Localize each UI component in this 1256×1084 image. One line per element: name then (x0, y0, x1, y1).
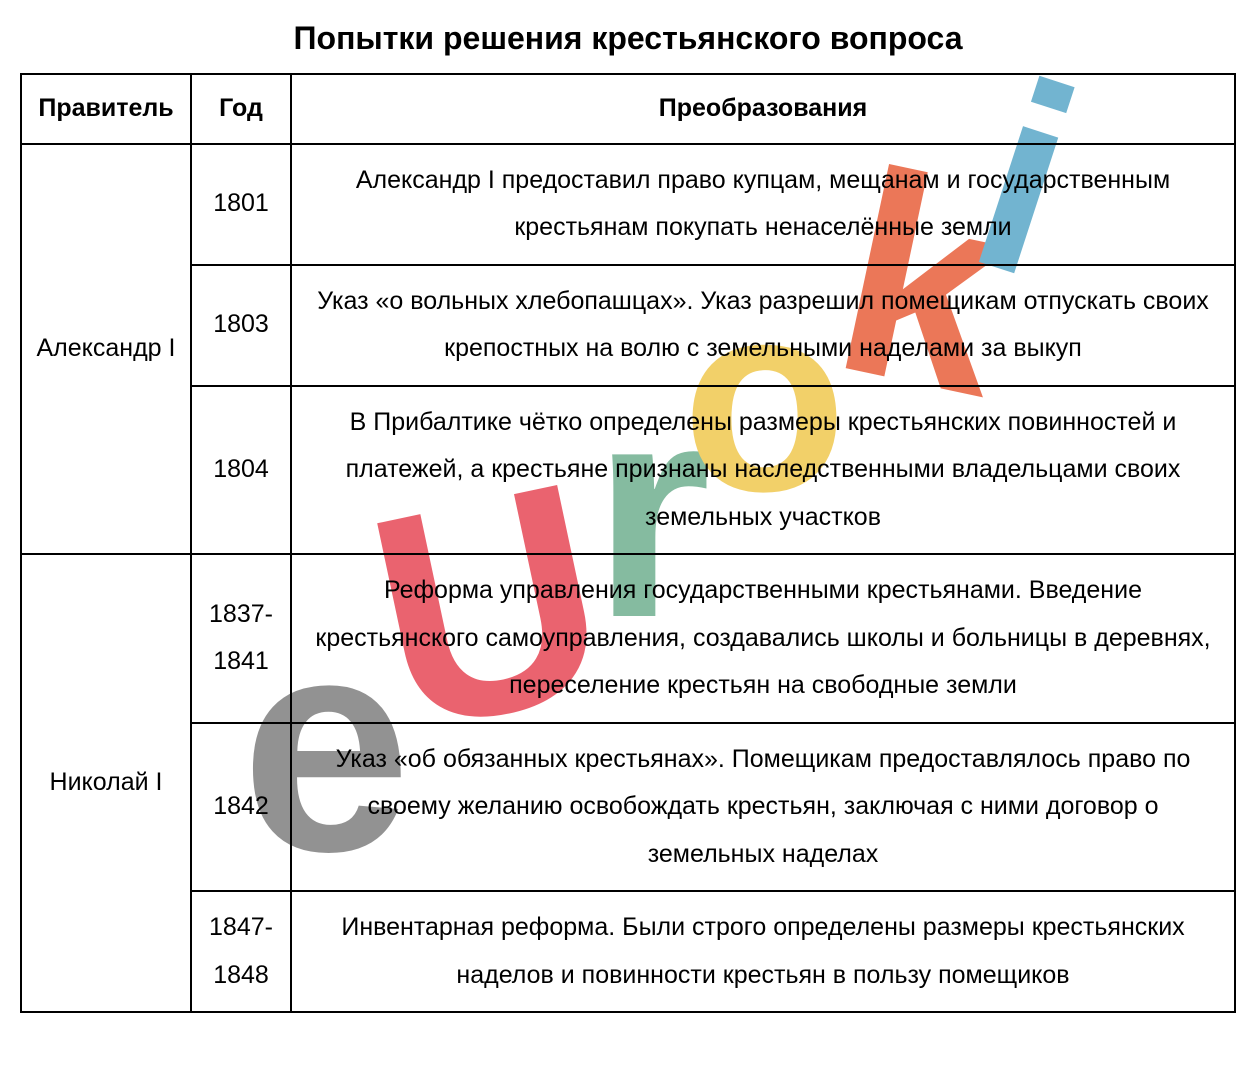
year-cell: 1801 (191, 144, 291, 265)
table-body: Александр I1801Александр I предоставил п… (21, 144, 1235, 1013)
year-cell: 1804 (191, 386, 291, 555)
reform-cell: Инвентарная реформа. Были строго определ… (291, 891, 1235, 1012)
table-row: 1803Указ «о вольных хлебопашцах». Указ р… (21, 265, 1235, 386)
year-cell: 1837-1841 (191, 554, 291, 723)
col-header-ruler: Правитель (21, 74, 191, 144)
page-title: Попытки решения крестьянского вопроса (20, 20, 1236, 57)
col-header-reform: Преобразования (291, 74, 1235, 144)
reforms-table: Правитель Год Преобразования Александр I… (20, 73, 1236, 1013)
reform-cell: Указ «об обязанных крестьянах». Помещика… (291, 723, 1235, 892)
col-header-year: Год (191, 74, 291, 144)
page-container: eUroki Попытки решения крестьянского воп… (20, 20, 1236, 1013)
table-row: Николай I1837-1841Реформа управления гос… (21, 554, 1235, 723)
reform-cell: Реформа управления государственными крес… (291, 554, 1235, 723)
reform-cell: Указ «о вольных хлебопашцах». Указ разре… (291, 265, 1235, 386)
table-row: 1804В Прибалтике чётко определены размер… (21, 386, 1235, 555)
ruler-cell: Александр I (21, 144, 191, 555)
table-row: Александр I1801Александр I предоставил п… (21, 144, 1235, 265)
ruler-cell: Николай I (21, 554, 191, 1012)
reform-cell: Александр I предоставил право купцам, ме… (291, 144, 1235, 265)
reform-cell: В Прибалтике чётко определены размеры кр… (291, 386, 1235, 555)
table-row: 1847-1848Инвентарная реформа. Были строг… (21, 891, 1235, 1012)
table-row: 1842Указ «об обязанных крестьянах». Поме… (21, 723, 1235, 892)
year-cell: 1842 (191, 723, 291, 892)
year-cell: 1803 (191, 265, 291, 386)
table-header-row: Правитель Год Преобразования (21, 74, 1235, 144)
year-cell: 1847-1848 (191, 891, 291, 1012)
